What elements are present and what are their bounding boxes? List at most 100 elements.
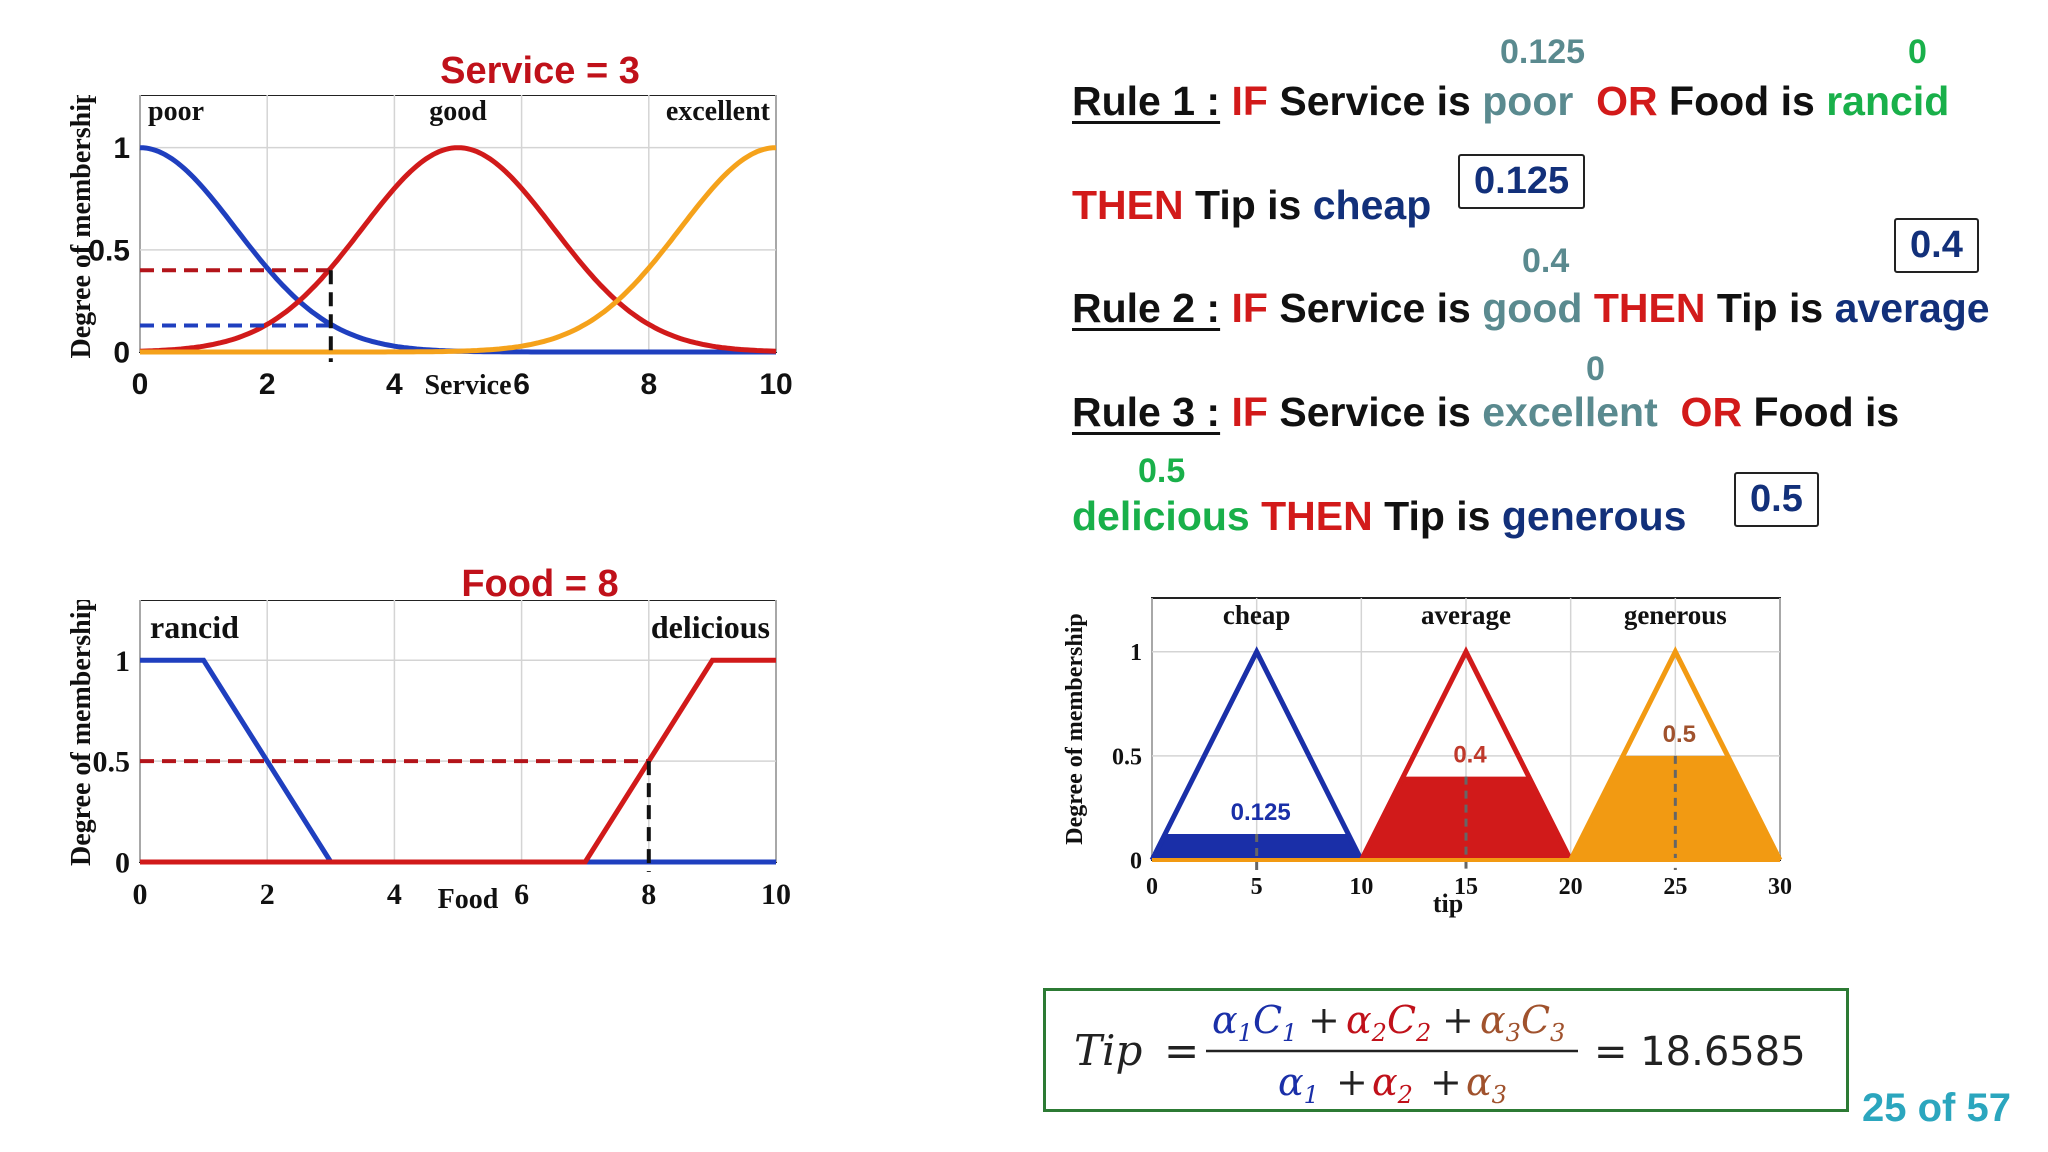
rule2-result-box: 0.4	[1894, 218, 1979, 273]
x-tick-label: 0	[1146, 874, 1158, 900]
svg-text:α3C3: α3C3	[1480, 998, 1565, 1047]
rule2-text2: Tip is	[1716, 285, 1824, 331]
x-tick-label: 2	[259, 368, 276, 401]
y-tick-label: 0	[1130, 848, 1142, 874]
x-tick-label: 4	[387, 878, 402, 911]
y-axis-label: Degree of membership	[70, 95, 97, 359]
rule1-result-box: 0.125	[1458, 154, 1586, 209]
rule2-then: THEN	[1593, 285, 1706, 331]
rule2-service-value: 0.4	[1522, 242, 1570, 280]
x-tick-label: 0	[132, 368, 149, 401]
svg-text:α2C2: α2C2	[1346, 998, 1431, 1047]
rule1-or: OR	[1596, 78, 1658, 124]
formula-lhs: Tip	[1074, 1026, 1142, 1075]
x-tick-label: 8	[641, 878, 656, 911]
rule3-label: Rule 3 :	[1072, 389, 1221, 435]
x-tick-label: 15	[1454, 874, 1478, 900]
svg-text:+: +	[1336, 1060, 1368, 1104]
rule2-term-good: good	[1482, 285, 1583, 331]
x-tick-label: 10	[759, 368, 792, 401]
clip-label-generous: 0.5	[1663, 721, 1696, 748]
plot-area	[139, 95, 777, 353]
series-label-good: good	[429, 96, 487, 127]
defuzzification-formula: Tip = α1C1 + α2C2 + α3C3 α1 + α2 + α3 = …	[1043, 988, 1849, 1112]
clip-label-average: 0.4	[1453, 742, 1487, 769]
x-tick-label: 0	[133, 878, 148, 911]
x-tick-label: 2	[260, 878, 275, 911]
clip-label-cheap: 0.125	[1231, 799, 1291, 826]
y-tick-label: 0.5	[1112, 744, 1142, 770]
rule1-line2: THEN Tip is cheap	[1072, 182, 1431, 229]
rule2-if: IF	[1231, 285, 1268, 331]
rule1-out-cheap: cheap	[1312, 182, 1432, 228]
svg-text:α1: α1	[1278, 1060, 1319, 1109]
rule3-food-value: 0.5	[1138, 452, 1186, 490]
rule3-if: IF	[1231, 389, 1268, 435]
y-axis-label: Degree of membership	[1062, 613, 1088, 845]
series-label-generous: generous	[1624, 600, 1727, 630]
rule3-line1: Rule 3 : IF Service is excellent OR Food…	[1072, 389, 1899, 436]
rule3-service-value: 0	[1586, 350, 1605, 388]
rule1-text2: Food is	[1669, 78, 1815, 124]
rule2-line: Rule 2 : IF Service is good THEN Tip is …	[1072, 285, 1990, 332]
service-chart-title: Service = 3	[440, 50, 640, 92]
x-tick-label: 30	[1768, 874, 1792, 900]
triangle-cheap	[1149, 646, 1364, 862]
rule1-term-poor: poor	[1482, 78, 1574, 124]
x-axis-label: Service	[424, 370, 511, 401]
rule3-text2: Food is	[1753, 389, 1900, 435]
triangle-average	[1359, 646, 1573, 862]
x-tick-label: 4	[386, 368, 403, 401]
series-label-rancid: rancid	[150, 609, 239, 645]
triangle-generous	[1568, 646, 1783, 862]
rule3-or: OR	[1680, 389, 1743, 435]
svg-text:+: +	[1308, 998, 1340, 1042]
rule3-term-delicious: delicious	[1072, 493, 1250, 539]
x-tick-label: 6	[514, 878, 529, 911]
formula-equals: =	[1164, 1026, 1199, 1075]
clipped-area-generous	[1570, 755, 1780, 860]
y-tick-label: 1	[113, 132, 130, 165]
series-line-excellent	[140, 145, 777, 355]
y-tick-label: 0.5	[88, 234, 130, 267]
rule3-result-box: 0.5	[1734, 472, 1819, 527]
y-tick-label: 0	[113, 337, 130, 370]
rule2-out-average: average	[1834, 285, 1990, 331]
series-label-delicious: delicious	[651, 609, 770, 645]
rule3-term-excellent: excellent	[1482, 389, 1658, 435]
y-tick-label: 0.5	[93, 746, 131, 779]
rule3-text1: Service is	[1279, 389, 1471, 435]
series-label-average: average	[1421, 600, 1511, 630]
series-label-cheap: cheap	[1223, 600, 1291, 630]
rule3-line2: delicious THEN Tip is generous	[1072, 493, 1686, 540]
x-axis-label: Food	[438, 884, 499, 915]
series-label-excellent: excellent	[666, 96, 771, 127]
x-tick-label: 5	[1251, 874, 1263, 900]
rule1-service-value: 0.125	[1500, 33, 1586, 71]
service-membership-chart: 0 2 4 6 8 10 0 0.5 1 Degree of membership Service p…	[70, 95, 793, 401]
formula-numerator: α1C1 + α2C2 + α3C3	[1212, 998, 1565, 1047]
rule3-then: THEN	[1261, 493, 1373, 539]
svg-text:+: +	[1430, 1060, 1462, 1104]
x-tick-label: 8	[640, 368, 657, 401]
rule2-text1: Service is	[1279, 285, 1471, 331]
formula-denominator: α1 + α2 + α3	[1278, 1060, 1507, 1109]
x-axis-label: tip	[1433, 889, 1463, 918]
tip-aggregation-chart: 0 5 10 15 20 25 30 0 0.5 1 Degree of membership tip…	[1062, 597, 1792, 918]
series-label-poor: poor	[148, 96, 204, 127]
food-membership-chart: 0 2 4 6 8 10 0 0.5 1 Degree of membership Food ranc…	[70, 600, 791, 915]
svg-text:α3: α3	[1466, 1060, 1507, 1109]
rule1-then: THEN	[1072, 182, 1184, 228]
rule1-label: Rule 1 :	[1072, 78, 1221, 124]
clipped-area-average	[1361, 776, 1571, 860]
x-tick-label: 6	[513, 368, 530, 401]
food-chart-title: Food = 8	[461, 563, 619, 605]
svg-text:α1C1: α1C1	[1212, 998, 1297, 1047]
series-line-good	[139, 145, 777, 354]
x-tick-label: 10	[1349, 874, 1373, 900]
y-tick-label: 1	[1130, 640, 1142, 666]
rule1-line1: Rule 1 : IF Service is poor OR Food is r…	[1072, 78, 1949, 125]
y-axis-label: Degree of membership	[70, 600, 97, 866]
x-tick-label: 25	[1663, 874, 1687, 900]
rule1-text3: Tip is	[1195, 182, 1302, 228]
